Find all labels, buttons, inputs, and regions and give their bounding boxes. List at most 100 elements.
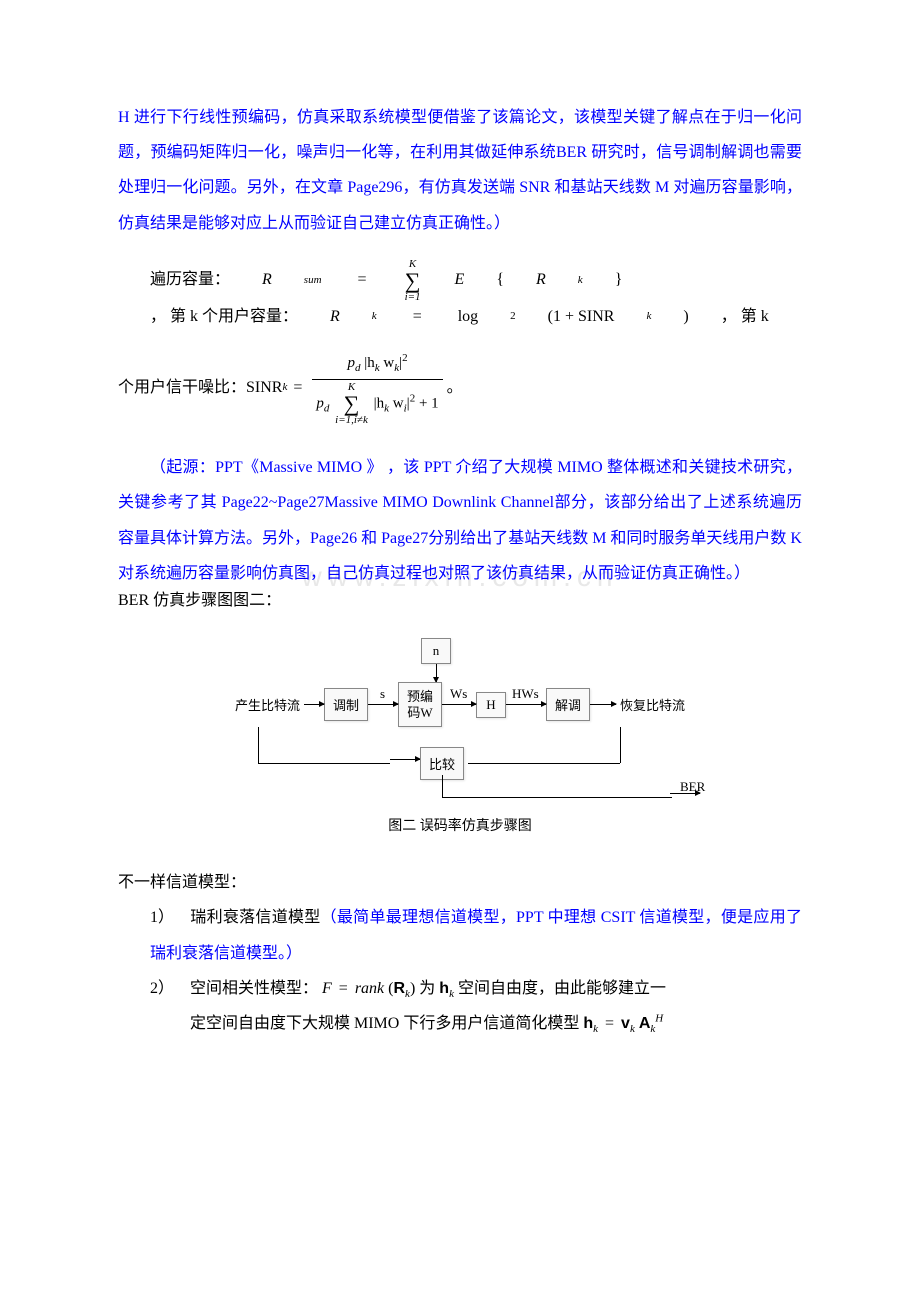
f2-d2: d xyxy=(324,403,330,415)
item2-h: h xyxy=(439,980,449,997)
f2-sigma-bot: i=1,i≠k xyxy=(335,415,368,426)
item2-v: v xyxy=(621,1015,630,1032)
f1-tail: ， 第 k xyxy=(689,303,769,332)
item2-vk: k xyxy=(630,1023,635,1035)
arrow-right-icon xyxy=(368,704,398,705)
flow-box-n: n xyxy=(421,638,451,664)
f1-brace-r: } xyxy=(583,266,623,295)
flow-out-label: 恢复比特流 xyxy=(616,695,689,714)
f1-brace-l: { xyxy=(464,266,504,295)
flow-label-ber: BER xyxy=(676,779,709,795)
arrow-right-icon xyxy=(506,704,546,705)
f2-den: pd K ∑ i=1,i≠k |hk wi|2 + 1 xyxy=(312,379,442,426)
heading-channel: 不一样信道模型： xyxy=(118,865,802,900)
flow-label-s: s xyxy=(376,686,389,702)
f1-Rk2: R xyxy=(298,303,340,332)
flow-box-demod: 解调 xyxy=(546,688,590,721)
f1-E: E xyxy=(423,266,465,295)
flow-in-label: 产生比特流 xyxy=(231,695,304,714)
f1-close: ) xyxy=(651,303,688,332)
f2-period: 。 xyxy=(447,375,463,401)
item2-mid2: 空间自由度，由此能够建立一 xyxy=(458,980,666,997)
list-item-2-line2: 定空间自由度下大规模 MIMO 下行多用户信道简化模型 hk = vk AkH xyxy=(190,1006,802,1041)
item2-Ak: k xyxy=(650,1023,655,1035)
list-item-1: 1） 瑞利衰落信道模型（最简单最理想信道模型，PPT 中理想 CSIT 信道模型… xyxy=(150,900,802,970)
flow-box-precode: 预编 码W xyxy=(398,682,442,727)
f1-Rk: R xyxy=(504,266,546,295)
para-intro: H 进行下行线性预编码，仿真采取系统模型便借鉴了该篇论文，该模型关键了解点在于归… xyxy=(118,100,802,241)
arrow-right-icon xyxy=(304,704,324,705)
item2-line2a: 定空间自由度下大规模 MIMO 下行多用户信道简化模型 xyxy=(190,1015,579,1032)
item1-a: 瑞利衰落信道模型 xyxy=(190,909,321,926)
f2-eq: = xyxy=(293,375,302,401)
f1-logbase: 2 xyxy=(478,307,516,327)
f2-k: k xyxy=(282,379,287,397)
f1-k2: k xyxy=(340,307,377,327)
f1-eq2: = xyxy=(381,303,422,332)
item1-num: 1） xyxy=(150,900,190,935)
line-h xyxy=(442,797,672,798)
f1-R: R xyxy=(230,266,272,295)
line-h xyxy=(258,763,390,764)
item2-eq2: = xyxy=(605,1015,614,1032)
list-item-2: 2） 空间相关性模型： F = rank (Rk) 为 hk 空间自由度，由此能… xyxy=(150,971,802,1006)
f2-sq2: 2 xyxy=(410,393,416,405)
item2-mid1: 为 xyxy=(419,980,435,997)
flow-main-row: 产生比特流 调制 s 预编 码W Ws H HWs 解调 恢复比特流 xyxy=(180,682,740,727)
flow-box-H: H xyxy=(476,692,506,718)
item2-hk2-k: k xyxy=(593,1023,598,1035)
f1-oneplus: (1 + SINR xyxy=(516,303,615,332)
f2-fraction: pd |hk wk|2 pd K ∑ i=1,i≠k |hk wi|2 + 1 xyxy=(312,350,442,427)
f2-sigma: K ∑ i=1,i≠k xyxy=(335,382,368,426)
f2-hk: h xyxy=(367,355,375,371)
line-v xyxy=(442,775,443,797)
f1-log: log xyxy=(426,303,478,332)
item2-hk: k xyxy=(449,988,454,1000)
f1-sigma: K ∑ i=1 xyxy=(373,259,421,303)
f1-mid: ， 第 k 个用户容量： xyxy=(118,303,298,332)
item2-rank: rank xyxy=(355,980,384,997)
f2-wk: w xyxy=(383,355,394,371)
item2-eq: = xyxy=(339,980,348,997)
f2-SINR: SINR xyxy=(246,375,282,401)
f2-prefix: 个用户信干噪比： xyxy=(118,375,246,401)
arrow-right-icon xyxy=(442,704,476,705)
flow-label-Ws: Ws xyxy=(446,686,471,702)
f2-hi-k: k xyxy=(384,403,389,415)
formula1-prefix: 遍历容量： xyxy=(118,266,230,295)
item2-F: F xyxy=(322,980,332,997)
flowchart-ber: n 产生比特流 调制 s 预编 码W Ws H HWs 解调 恢复比特流 xyxy=(180,638,740,797)
sigma-icon: ∑ xyxy=(344,393,360,415)
f2-d: d xyxy=(355,362,361,374)
f1-sigma-bot: i=1 xyxy=(373,292,421,303)
f2-pd: p xyxy=(347,355,355,371)
item2-paren-r: ) xyxy=(410,980,415,997)
item2-AH: H xyxy=(655,1013,663,1025)
f2-hk-k: k xyxy=(375,362,380,374)
item2-R: R xyxy=(393,980,405,997)
f1-k: k xyxy=(546,271,583,291)
f2-plus1: + 1 xyxy=(419,396,439,412)
sigma-icon: ∑ xyxy=(373,270,421,292)
para-source: （起源：PPT《Massive MIMO 》 ，该 PPT 介绍了大规模 MIM… xyxy=(118,450,802,591)
f2-pd2: p xyxy=(316,396,324,412)
f2-hi: h xyxy=(377,396,385,412)
f2-wi: w xyxy=(393,396,404,412)
arrow-down-icon xyxy=(436,664,437,682)
f1-eq: = xyxy=(326,266,367,295)
arrow-right-icon xyxy=(390,759,420,760)
f1-k3: k xyxy=(614,307,651,327)
line-v xyxy=(258,727,259,763)
formula-ergodic-capacity: 遍历容量： Rsum = K ∑ i=1 E{Rk} ， 第 k 个用户容量： … xyxy=(118,259,802,332)
flow-label-HWs: HWs xyxy=(508,686,543,702)
item2-hk2: h xyxy=(583,1015,593,1032)
formula-sinr: 个用户信干噪比： SINRk = pd |hk wk|2 pd K ∑ i=1,… xyxy=(118,350,802,427)
f1-sum: sum xyxy=(272,271,322,291)
item2-num: 2） xyxy=(150,971,190,1006)
f2-num: pd |hk wk|2 xyxy=(343,350,411,380)
f2-sq: 2 xyxy=(402,352,408,364)
line-h xyxy=(468,763,620,764)
figure-caption: 图二 误码率仿真步骤图 xyxy=(118,815,802,835)
arrow-right-icon xyxy=(590,704,616,705)
line-v xyxy=(620,727,621,763)
